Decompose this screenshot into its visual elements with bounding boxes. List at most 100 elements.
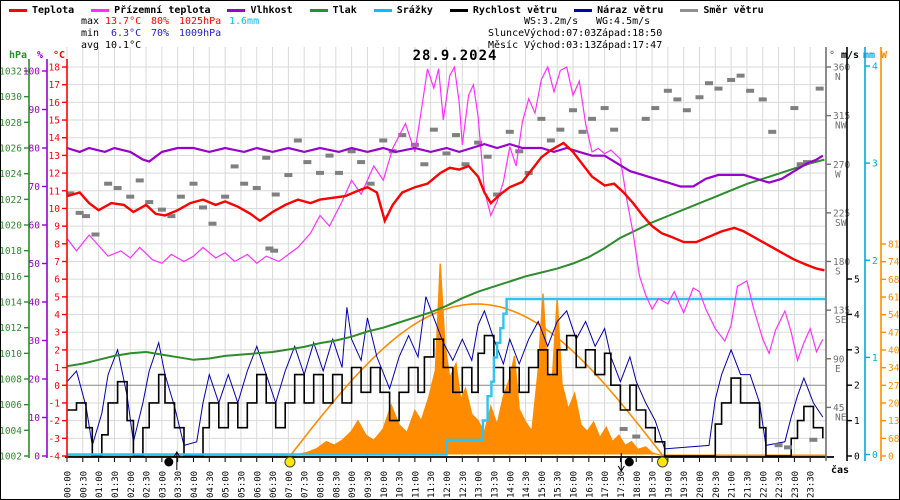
wind-direction-dot — [682, 108, 691, 113]
wind-direction-dot — [379, 138, 388, 143]
wind-direction-dot — [357, 160, 366, 165]
wind-direction-dot — [398, 133, 407, 138]
direction-tick-label: 360 — [833, 63, 850, 74]
time-label: 18:00 — [633, 471, 643, 498]
axis-tick-label: 90 — [29, 105, 41, 116]
time-label: 05:00 — [222, 471, 232, 498]
legend-item-5: Rychlost větru — [449, 5, 557, 16]
wind-direction-dot — [81, 214, 90, 219]
stat-wind-speed: WS:3.2m/s — [524, 16, 579, 27]
axis-tick-label: 272 — [888, 381, 900, 392]
axis-tick-label: 60 — [29, 221, 41, 232]
stat-sunset: Západ:18:50 — [596, 28, 663, 39]
time-label: 05:30 — [237, 471, 247, 498]
legend-label: Náraz větru — [597, 5, 664, 16]
axis-tick-label: 4 — [54, 310, 60, 321]
axis-tick-label: 0 — [888, 452, 894, 463]
axis-tick-label: 1002 — [1, 452, 22, 463]
wind-direction-dot — [610, 127, 619, 132]
wind-direction-dot — [774, 443, 783, 448]
time-label: 12:30 — [459, 471, 469, 498]
direction-tick-label: 270 — [833, 160, 850, 171]
axis-tick-label: 5 — [854, 275, 860, 286]
axis-tick-label: 1012 — [1, 323, 22, 334]
solar-radiation-outline — [67, 263, 826, 457]
time-label: 19:30 — [680, 471, 690, 498]
time-label: 01:00 — [95, 471, 105, 498]
direction-tick-label: 90 — [833, 354, 845, 365]
wind-direction-dot — [537, 116, 546, 121]
stat-wind-gust: WG:4.5m/s — [596, 16, 651, 27]
axis-tick-label: 68 — [888, 434, 900, 445]
wind-direction-dot — [271, 192, 280, 197]
wind-direction-dot — [75, 210, 84, 215]
axis-tick-label: 1022 — [1, 195, 22, 206]
time-label: 08:30 — [332, 471, 342, 498]
axis-tick-label: 2 — [854, 381, 860, 392]
wind-direction-dot — [104, 181, 113, 186]
wind-direction-dot — [736, 73, 745, 78]
rain-cumulative-line — [67, 297, 826, 456]
wind-direction-dot — [578, 129, 587, 134]
time-label: 00:30 — [79, 471, 89, 498]
graph-date: 28.9.2024 — [412, 48, 498, 64]
time-label: 00:00 — [64, 471, 74, 498]
axis-tick-label: 680 — [888, 275, 900, 286]
wind-direction-dot — [727, 77, 736, 82]
axis-tick-label: -2 — [49, 416, 60, 427]
axis-tick-label: 17 — [49, 80, 60, 91]
axis-header-wind: m/s — [841, 50, 860, 61]
time-label: 11:00 — [411, 471, 421, 498]
axis-tick-label: 612 — [888, 293, 900, 304]
axis-tick-label: 12 — [49, 169, 60, 180]
axis-tick-label: 1020 — [1, 221, 22, 232]
time-label: 23:30 — [807, 471, 817, 498]
axis-header-temp: °C — [53, 50, 66, 61]
legend-item-1: Přízemní teplota — [91, 5, 210, 16]
axis-header-humidity: % — [37, 50, 44, 61]
temperature-line — [66, 141, 825, 272]
stat-max-temp: 13.7°C — [105, 16, 142, 27]
time-label: 01:30 — [111, 471, 121, 498]
wind-direction-dot — [493, 192, 502, 197]
axis-tick-label: 748 — [888, 257, 900, 268]
wind-direction-dot — [91, 232, 100, 237]
legend-item-4: Srážky — [373, 5, 433, 16]
axis-tick-label: 100 — [23, 67, 40, 78]
wind-direction-dot — [208, 221, 217, 226]
axis-tick-label: 3 — [872, 159, 878, 170]
wind-direction-dot — [663, 88, 672, 93]
direction-compass-label: E — [835, 364, 841, 375]
time-label: 10:30 — [396, 471, 406, 498]
axis-tick-label: 136 — [888, 416, 900, 427]
axis-tick-label: 30 — [29, 336, 41, 347]
sunrise-icon — [284, 456, 296, 468]
wind-direction-dot — [784, 445, 793, 450]
time-label: 11:30 — [427, 471, 437, 498]
direction-tick-label: 135 — [833, 306, 850, 317]
time-label: 17:30 — [617, 471, 627, 498]
axis-tick-label: -4 — [49, 452, 61, 463]
axis-tick-label: 6 — [54, 275, 60, 286]
time-label: 12:00 — [443, 471, 453, 498]
wind-direction-dot — [569, 108, 577, 113]
wind-direction-dot — [347, 149, 356, 154]
axis-tick-label: 7 — [54, 257, 60, 268]
axis-tick-label: 0 — [34, 452, 40, 463]
stat-min-hum: 70% — [151, 28, 170, 39]
wind-direction-dot — [651, 106, 660, 111]
wind-direction-dot — [303, 160, 312, 165]
wind-direction-dot — [451, 133, 460, 138]
time-label: 15:00 — [538, 471, 548, 498]
wind-direction-dot — [803, 160, 812, 165]
time-label: 03:00 — [158, 471, 168, 498]
axis-tick-label: 816 — [888, 240, 900, 251]
legend-item-6: Náraz větru — [574, 5, 663, 16]
axis-header-direction: ° — [829, 50, 836, 61]
wind-direction-dot — [587, 116, 596, 121]
time-label: 10:00 — [380, 471, 390, 498]
wind-direction-dot — [325, 153, 334, 158]
time-label: 13:30 — [490, 471, 500, 498]
time-label: 07:00 — [285, 471, 295, 498]
